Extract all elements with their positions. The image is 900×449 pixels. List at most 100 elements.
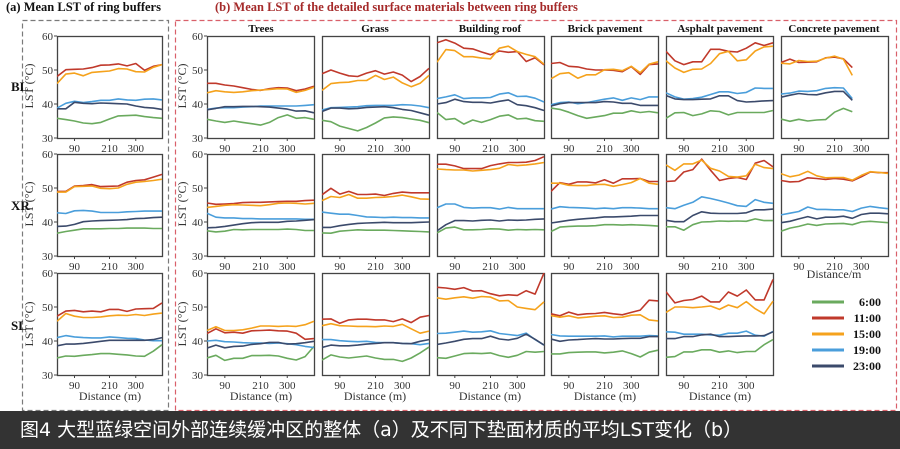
- series-line-1100: [437, 273, 545, 297]
- x-tick-label: 90: [69, 143, 81, 155]
- plot-frame: [56, 153, 164, 258]
- y-tick-label: 50: [42, 65, 54, 77]
- series-line-1500: [781, 170, 889, 181]
- series-line-600: [322, 346, 430, 363]
- panel-bl-grass: 90 210 300: [321, 35, 431, 155]
- series-line-1900: [437, 203, 544, 210]
- y-axis-label-b-xr: LST (°C): [175, 182, 189, 227]
- series-line-1100: [437, 38, 545, 66]
- plot-frame: [321, 153, 431, 258]
- series-line-1500: [551, 314, 659, 322]
- x-tick-label: 300: [279, 143, 296, 155]
- column-title-brick-pavement: Brick pavement: [568, 23, 643, 35]
- y-tick-label: 30: [42, 370, 54, 382]
- x-tick-label: 300: [394, 143, 411, 155]
- series-line-600: [551, 349, 659, 358]
- panel-bl-concrete-pavement: 90 210 300: [780, 35, 890, 155]
- x-tick-label: 210: [252, 380, 269, 392]
- series-line-2300: [322, 221, 430, 229]
- series-line-1100: [322, 187, 429, 197]
- x-tick-label: 300: [128, 143, 145, 155]
- x-tick-label: 90: [678, 143, 690, 155]
- y-tick-label: 40: [192, 336, 204, 348]
- plot-frame: [436, 35, 546, 140]
- y-tick-label: 40: [42, 217, 54, 229]
- x-tick-label: 90: [563, 143, 575, 155]
- x-tick-label: 210: [367, 261, 384, 273]
- x-tick-label: 90: [449, 380, 461, 392]
- series-line-1100: [207, 199, 315, 206]
- column-title-building-roof: Building roof: [459, 23, 522, 35]
- series-line-600: [207, 228, 314, 233]
- y-tick-label: 30: [192, 133, 204, 145]
- x-tick-label: 210: [711, 380, 728, 392]
- x-axis-label-trees: Distance (m): [230, 389, 292, 403]
- x-tick-label: 210: [482, 261, 499, 273]
- x-axis-label-concrete-pavement: Distance/m: [807, 267, 862, 281]
- x-tick-label: 90: [793, 143, 805, 155]
- x-tick-label: 210: [826, 143, 843, 155]
- series-line-600: [551, 223, 659, 233]
- x-tick-label: 300: [853, 261, 870, 273]
- column-title-concrete-pavement: Concrete pavement: [788, 23, 879, 35]
- y-tick-label: 60: [192, 149, 204, 161]
- plot-frame: [550, 35, 660, 140]
- panel-sl-grass: 90 210 300: [321, 272, 431, 392]
- y-tick-label: 60: [192, 31, 204, 43]
- x-tick-label: 300: [738, 380, 755, 392]
- group-a-frame: [21, 19, 170, 412]
- x-axis-label-asphalt-pavement: Distance (m): [689, 389, 751, 403]
- x-tick-label: 90: [563, 261, 575, 273]
- panel-sl-brick-pavement: 90 210 300: [550, 272, 660, 392]
- series-line-600: [781, 220, 889, 232]
- series-line-1100: [437, 155, 545, 170]
- x-tick-label: 210: [252, 261, 269, 273]
- panel-xr-concrete-pavement: 90 210 300: [780, 153, 890, 273]
- y-axis-label-a-bl: LST (°C): [22, 64, 36, 109]
- series-line-1900: [437, 330, 545, 346]
- series-line-2300: [57, 216, 163, 228]
- series-line-1100: [666, 42, 774, 66]
- y-tick-label: 50: [192, 302, 204, 314]
- series-line-600: [322, 116, 430, 132]
- legend-label: 23:00: [853, 359, 881, 373]
- x-tick-label: 300: [394, 261, 411, 273]
- x-tick-label: 210: [101, 380, 118, 392]
- series-line-1500: [57, 63, 163, 85]
- x-tick-label: 210: [711, 261, 728, 273]
- x-tick-label: 300: [623, 143, 640, 155]
- series-line-1100: [322, 67, 430, 83]
- series-line-2300: [666, 331, 774, 340]
- column-title-grass: Grass: [361, 23, 389, 35]
- x-tick-label: 300: [394, 380, 411, 392]
- series-line-1900: [551, 333, 659, 338]
- series-line-1500: [666, 45, 774, 74]
- panel-sl-asphalt-pavement: 90 210 300: [665, 272, 775, 392]
- series-line-1100: [322, 314, 430, 325]
- series-line-600: [781, 107, 853, 123]
- legend-label: 6:00: [859, 295, 881, 309]
- plot-frame: [321, 272, 431, 377]
- series-line-1900: [781, 86, 853, 100]
- x-tick-label: 90: [678, 261, 690, 273]
- y-tick-label: 60: [42, 31, 54, 43]
- legend-item: 6:00: [812, 295, 881, 309]
- x-tick-label: 300: [623, 261, 640, 273]
- legend-label: 11:00: [854, 311, 881, 325]
- x-axis-label-grass: Distance (m): [344, 389, 406, 403]
- plot-frame: [550, 272, 660, 377]
- series-line-600: [551, 107, 659, 120]
- series-line-2300: [781, 90, 853, 101]
- panel-xr-overall: 90 210 300 30 40 50 60: [42, 149, 164, 273]
- legend: 6:00 11:00 15:00 19:00 23:00: [812, 295, 881, 373]
- y-tick-label: 50: [42, 183, 54, 195]
- series-line-2300: [57, 101, 163, 111]
- y-tick-label: 50: [192, 183, 204, 195]
- panel-xr-grass: 90 210 300: [321, 153, 431, 273]
- x-tick-label: 300: [738, 143, 755, 155]
- x-tick-label: 210: [482, 380, 499, 392]
- group-b-title: (b) Mean LST of the detailed surface mat…: [215, 0, 578, 14]
- series-line-1500: [207, 202, 315, 209]
- series-line-1100: [57, 62, 163, 78]
- series-line-2300: [781, 212, 889, 224]
